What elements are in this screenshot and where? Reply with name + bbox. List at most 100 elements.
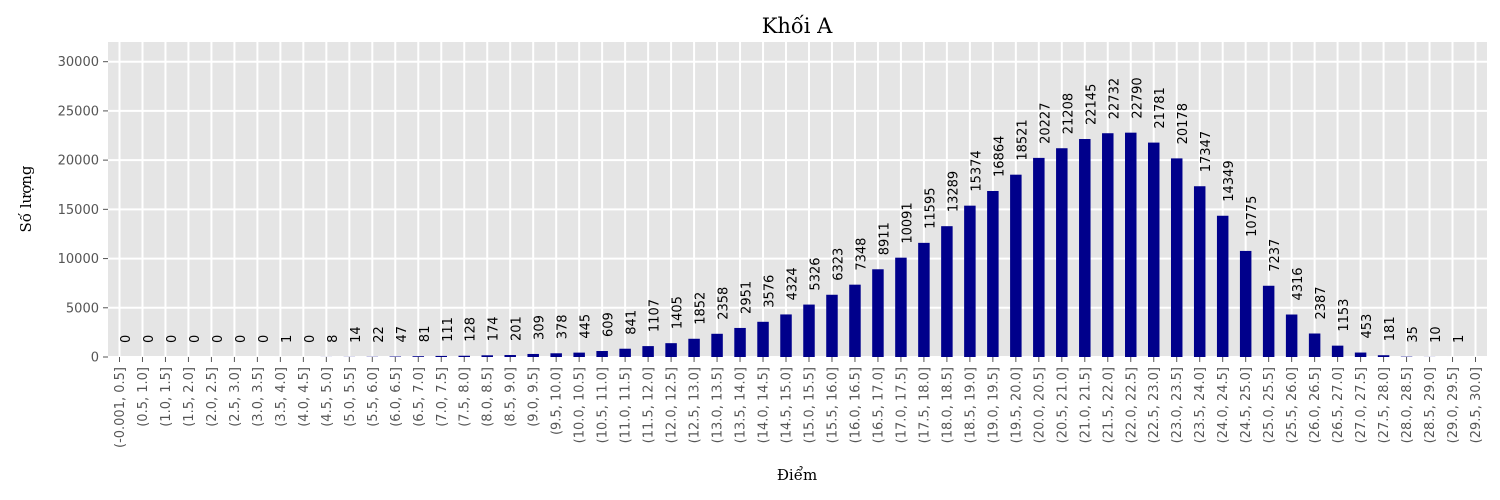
x-tick-label: (22.5, 23.0] [1147,367,1162,443]
bar [1147,142,1160,357]
x-tick-label: (28.0, 28.5] [1400,367,1415,443]
data-label: 11595 [923,188,938,229]
bar [1170,158,1183,357]
plot-area [108,42,1487,357]
x-tick-label: (24.5, 25.0] [1239,367,1254,443]
data-label: 10 [1429,326,1444,343]
data-label: 10775 [1245,196,1260,237]
x-tick-label: (10.0, 10.5] [573,367,588,443]
x-tick-label: (1.0, 1.5] [159,367,174,427]
bar [435,355,448,357]
y-tick-label: 30000 [58,55,99,70]
x-tick-label: (14.5, 15.0] [780,367,795,443]
bar [573,352,585,357]
bar [642,346,654,357]
y-tick-label: 10000 [58,252,99,267]
y-tick-label: 15000 [58,203,99,218]
x-tick-label: (19.5, 20.0] [1009,367,1024,443]
x-tick-label: (2.0, 2.5] [205,367,220,427]
x-tick-label: (26.5, 27.0] [1331,367,1346,443]
bar [458,355,470,357]
data-label: 14349 [1222,160,1237,201]
bar [1193,186,1206,357]
bar [1239,250,1252,357]
data-label: 4324 [786,267,801,300]
x-tick-label: (5.5, 6.0] [366,367,381,427]
x-tick-label: (6.5, 7.0] [412,367,427,427]
x-tick-label: (-0.001, 0.5] [113,367,128,448]
data-label: 21208 [1061,93,1076,134]
x-axis-label: Điểm [777,466,817,484]
x-tick-label: (1.5, 2.0] [182,367,197,427]
x-tick-label: (17.5, 18.0] [917,367,932,443]
y-tick-label: 20000 [58,154,99,169]
bar [550,353,562,357]
data-label: 378 [556,314,571,339]
x-tick-label: (22.0, 22.5] [1124,367,1139,443]
bar [1262,285,1275,357]
bar [918,242,930,357]
data-label: 4316 [1291,267,1306,300]
x-tick-label: (0.5, 1.0] [136,367,151,427]
x-tick-label: (18.5, 19.0] [963,367,978,443]
x-tick-label: (24.0, 24.5] [1216,367,1231,443]
bar [688,338,700,357]
bar [1125,132,1137,357]
data-label: 5326 [808,257,823,290]
x-tick-label: (27.0, 27.5] [1354,367,1369,443]
data-label: 14 [349,326,364,343]
x-tick-label: (7.0, 7.5] [435,367,450,427]
x-tick-label: (10.5, 11.0] [596,367,611,443]
data-label: 1 [1452,335,1467,343]
x-tick-label: (25.0, 25.5] [1262,367,1277,443]
bar [711,333,723,357]
x-tick-label: (23.0, 23.5] [1170,367,1185,443]
data-labels: 0 0 0 0 0 0 0 1 0 8 14 22 47 81 111 128 174 201 309 378 445 6… [119,77,1467,343]
y-axis-ticks: 0 5000 10000 15000 20000 25000 30000 [58,55,108,366]
x-tick-label: (4.0, 4.5] [297,367,312,427]
data-label: 35 [1406,326,1421,343]
x-tick-label: (8.5, 9.0] [504,367,519,427]
data-label: 0 [165,335,180,343]
y-tick-label: 25000 [58,104,99,119]
data-label: 8911 [877,222,892,255]
x-tick-label: (3.0, 3.5] [251,367,266,427]
data-label: 609 [602,312,617,337]
x-tick-label: (11.5, 12.0] [642,367,657,443]
data-label: 841 [625,310,640,335]
bar [1033,157,1045,357]
data-label: 0 [257,335,272,343]
data-label: 47 [395,326,410,343]
bar [596,351,608,357]
x-tick-label: (6.0, 6.5] [389,367,404,427]
x-tick-label: (29.0, 29.5] [1446,367,1461,443]
bar [964,205,976,357]
data-label: 8 [326,335,341,343]
x-tick-label: (28.5, 29.0] [1423,367,1438,443]
x-tick-label: (26.0, 26.5] [1308,367,1323,443]
data-label: 0 [234,335,249,343]
x-tick-label: (15.5, 16.0] [825,367,840,443]
data-label: 1153 [1337,299,1352,332]
data-label: 445 [579,314,594,339]
chart-title: Khối A [762,14,833,38]
data-label: 10091 [900,202,915,243]
x-tick-label: (21.0, 21.5] [1078,367,1093,443]
bar [734,327,746,357]
bar [803,304,815,357]
bar [941,226,953,357]
data-label: 20227 [1038,103,1053,144]
data-label: 21781 [1153,87,1168,128]
y-axis-label: Số lượng [17,165,35,232]
bar [1285,314,1298,357]
data-label: 0 [119,335,134,343]
bar [1056,148,1068,357]
data-label: 2387 [1314,286,1329,319]
data-label: 201 [510,316,525,341]
data-label: 0 [211,335,226,343]
x-tick-label: (7.5, 8.0] [458,367,473,427]
data-label: 128 [464,317,479,342]
data-label: 1852 [694,292,709,325]
data-label: 7237 [1268,239,1283,272]
